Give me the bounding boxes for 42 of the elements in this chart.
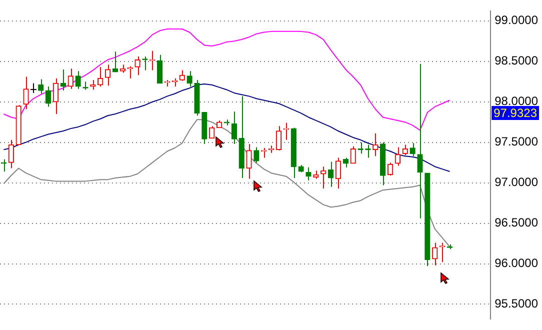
candlestick <box>52 78 59 115</box>
candlestick <box>134 56 140 76</box>
candlestick <box>350 146 356 164</box>
candlestick <box>45 86 52 108</box>
candlestick <box>335 157 342 189</box>
candlestick <box>104 64 111 86</box>
y-tick-label: 98.5000 <box>494 54 538 68</box>
candlestick <box>209 126 215 139</box>
y-tick-label: 97.5000 <box>494 134 538 149</box>
candlestick <box>254 146 260 164</box>
candlestick <box>410 142 416 157</box>
candlestick <box>179 70 185 82</box>
candlestick <box>8 139 14 169</box>
candlestick <box>38 78 44 94</box>
y-tick-label: 99.0000 <box>494 13 538 28</box>
candlestick <box>23 76 29 110</box>
candlestick <box>394 146 401 166</box>
y-tick-label: 95.5000 <box>494 296 538 311</box>
text: 97.9323 <box>494 106 538 120</box>
candlestick <box>98 66 104 87</box>
candlestick <box>417 63 423 219</box>
candlestick <box>432 242 438 266</box>
candlestick <box>60 68 66 92</box>
candlestick <box>30 82 37 94</box>
candlestick <box>372 132 378 157</box>
candlestick <box>246 143 252 180</box>
y-tick-label: 97.0000 <box>494 175 538 190</box>
candlestick <box>156 54 163 84</box>
candlestick <box>306 166 312 181</box>
candlestick <box>186 70 192 87</box>
candlestick <box>387 162 394 176</box>
candlestick <box>283 122 290 140</box>
y-tick-label: 96.0000 <box>494 256 538 270</box>
candlestick <box>0 158 7 172</box>
y-tick-label: 96.5000 <box>494 216 538 230</box>
candlestick <box>276 126 282 151</box>
candlestick <box>328 161 334 188</box>
candlestick <box>75 70 81 90</box>
candlestick <box>402 144 408 156</box>
y-tick-label: 98.0000 <box>494 94 538 108</box>
candlestick <box>68 68 74 90</box>
candlestick <box>231 111 237 144</box>
